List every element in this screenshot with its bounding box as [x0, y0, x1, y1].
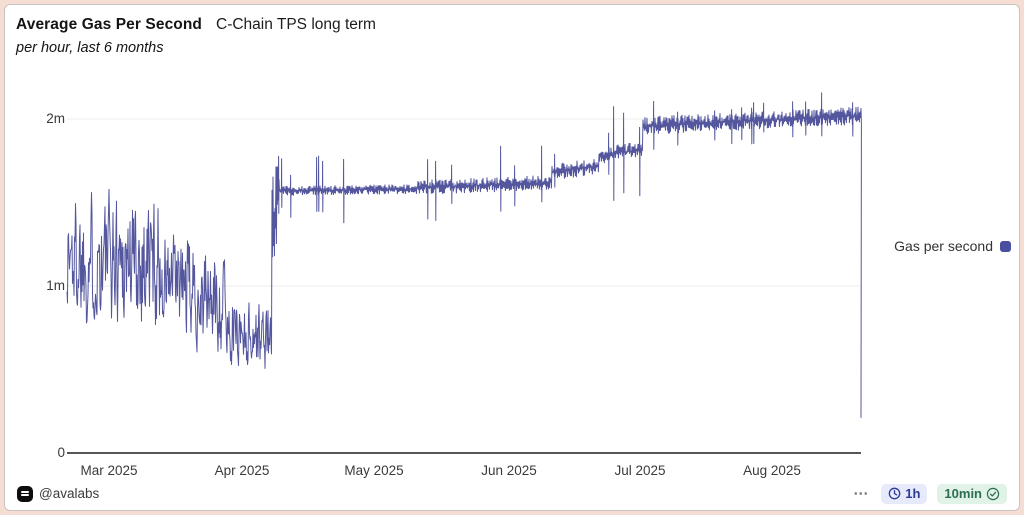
legend-marker-icon — [1000, 240, 1011, 252]
chart-title-suffix: C-Chain TPS long term — [216, 16, 376, 33]
attribution-handle: @avalabs — [39, 486, 100, 501]
x-tick-label: May 2025 — [344, 463, 404, 478]
title-row: Average Gas Per Second C-Chain TPS long … — [16, 16, 1003, 34]
chart-area: 0 1m 2m Mar 2025 Apr 2025 May 2025 Jun 2025 Jul… — [5, 61, 1019, 481]
x-tick-label: Jul 2025 — [614, 463, 666, 478]
interval-label: 1h — [905, 486, 921, 501]
footer-controls: ⋯ 1h 10min — [851, 483, 1007, 504]
y-tick-label: 2m — [46, 111, 65, 126]
freshness-button[interactable]: 10min — [937, 483, 1007, 504]
legend-item-gas-per-second[interactable]: Gas per second — [894, 238, 1011, 254]
clock-icon — [888, 487, 901, 500]
avalabs-logo-icon — [17, 485, 33, 502]
chart-title: Average Gas Per Second — [16, 16, 202, 33]
x-tick-label: Aug 2025 — [743, 463, 801, 478]
freshness-label: 10min — [944, 486, 982, 501]
x-tick-label: Apr 2025 — [214, 463, 270, 478]
attribution-link[interactable]: @avalabs — [17, 485, 100, 502]
check-circle-icon — [986, 487, 1000, 500]
y-tick-label: 1m — [46, 278, 65, 293]
interval-button[interactable]: 1h — [881, 483, 928, 504]
x-tick-label: Mar 2025 — [80, 463, 138, 478]
chart-card: Average Gas Per Second C-Chain TPS long … — [4, 4, 1020, 511]
gas-per-second-series-line — [66, 92, 862, 418]
legend-label: Gas per second — [894, 238, 993, 254]
chart-header: Average Gas Per Second C-Chain TPS long … — [5, 5, 1019, 61]
y-tick-label: 0 — [57, 445, 65, 460]
gas-per-second-chart[interactable] — [5, 61, 1019, 481]
chart-subtitle: per hour, last 6 months — [16, 40, 164, 56]
footer-bar: @avalabs ⋯ 1h 10min — [5, 481, 1019, 510]
more-options-button[interactable]: ⋯ — [853, 485, 870, 502]
x-tick-label: Jun 2025 — [481, 463, 537, 478]
